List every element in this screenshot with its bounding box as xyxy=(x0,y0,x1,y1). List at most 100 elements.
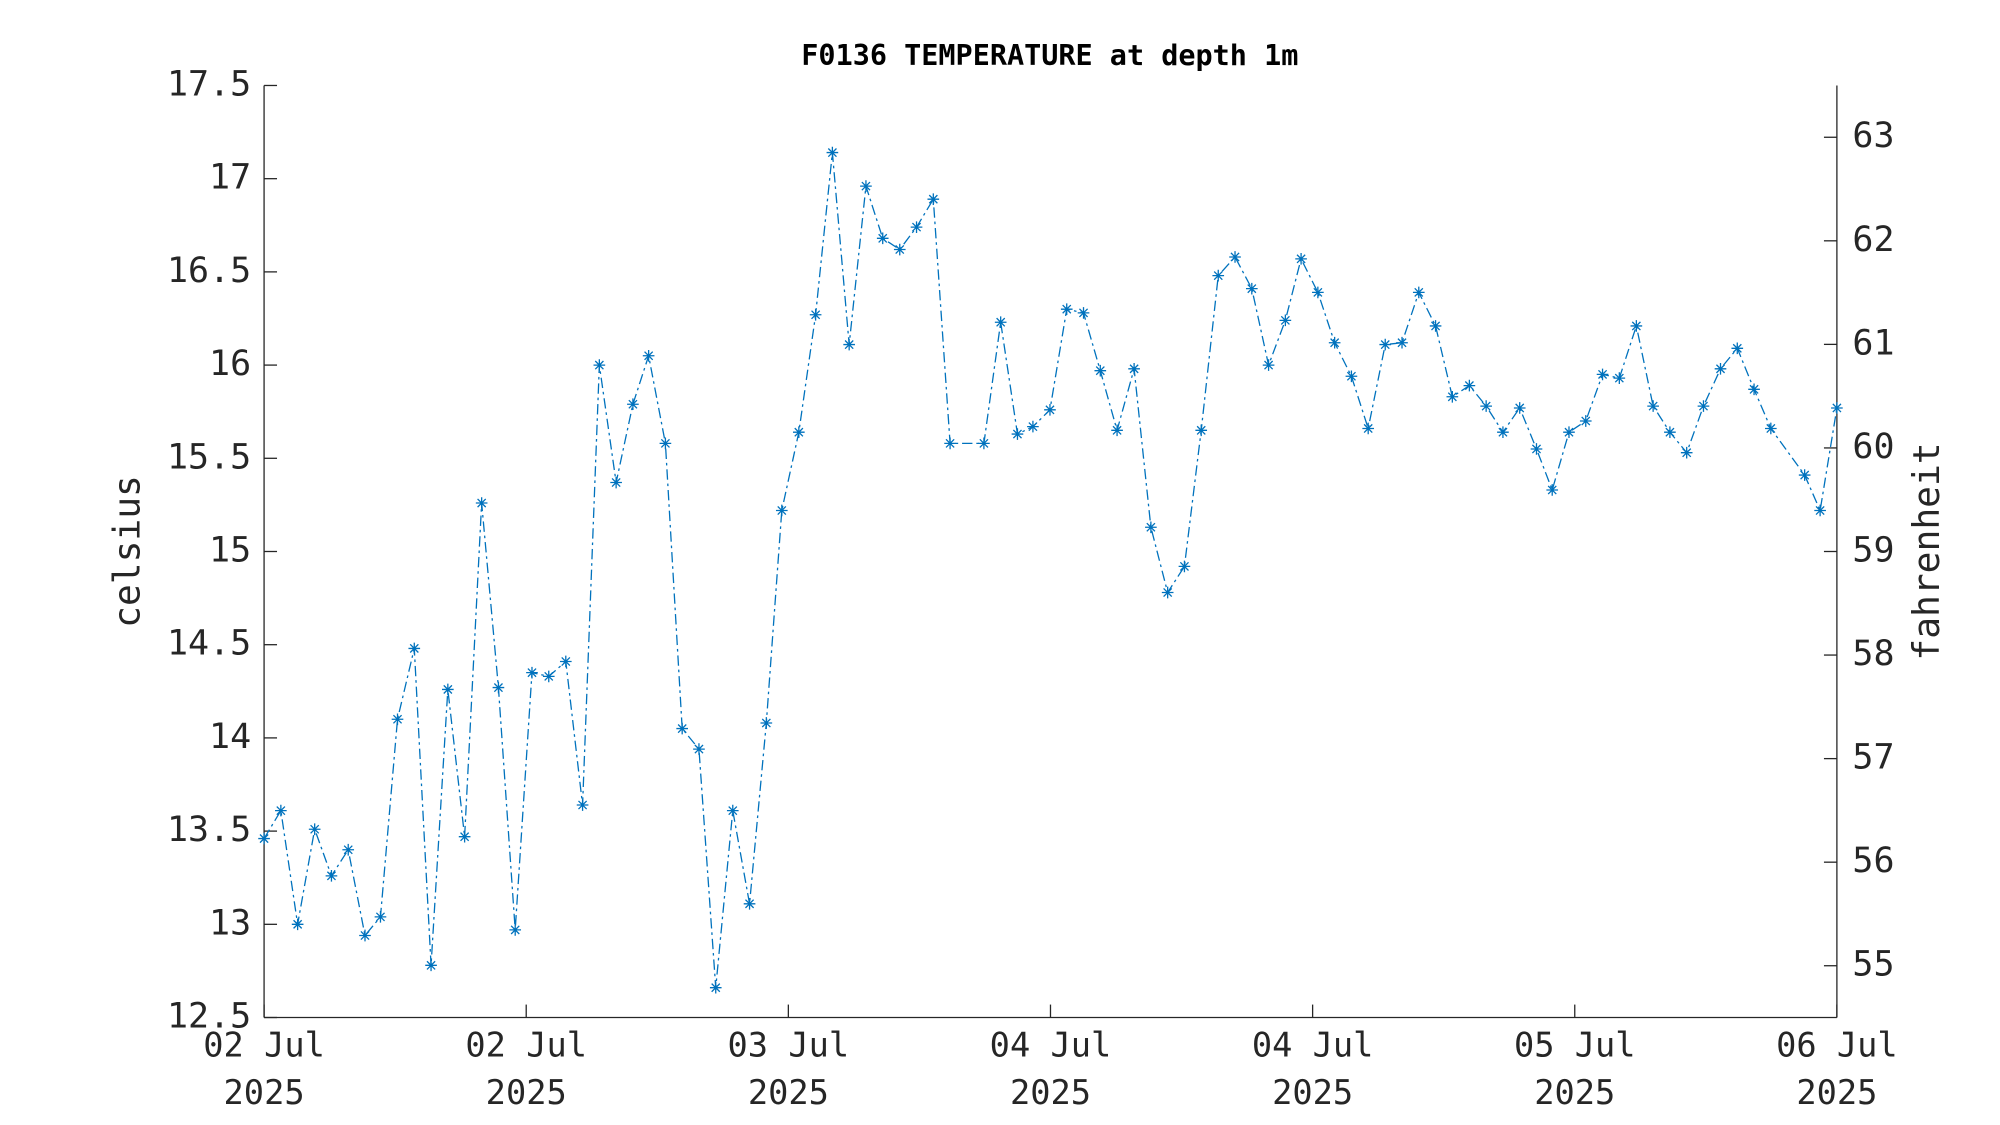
marker xyxy=(1161,586,1174,599)
marker xyxy=(1798,469,1811,481)
x-tick-label: 06 Jul 2025 xyxy=(1776,1026,1898,1114)
marker xyxy=(492,681,505,694)
marker xyxy=(425,959,437,972)
y-tick-label: 12.5 xyxy=(167,997,251,1037)
marker xyxy=(1412,286,1425,299)
marker xyxy=(559,655,572,668)
marker xyxy=(775,504,788,517)
y-tick-label: 13.5 xyxy=(167,810,251,850)
marker xyxy=(1328,336,1341,349)
y-tick-label: 13 xyxy=(209,903,251,943)
marker xyxy=(593,359,606,371)
marker xyxy=(1563,426,1575,439)
x-tick-label: 04 Jul 2025 xyxy=(1251,1026,1374,1114)
y2-tick-label: 55 xyxy=(1852,945,1894,985)
y2-tick-label: 57 xyxy=(1852,738,1894,778)
marker xyxy=(1613,372,1626,384)
marker xyxy=(1011,428,1024,440)
x-tick-label: 05 Jul 2025 xyxy=(1513,1026,1636,1114)
marker xyxy=(978,437,990,450)
marker xyxy=(442,683,454,696)
y2-tick-label: 61 xyxy=(1852,323,1894,363)
marker xyxy=(1664,426,1676,439)
marker xyxy=(1145,521,1157,534)
marker xyxy=(1546,484,1559,496)
y-tick-label: 14 xyxy=(209,717,251,757)
marker xyxy=(1094,364,1107,377)
y-tick-label: 16.5 xyxy=(167,251,251,291)
x-tick-label-box: 04 Jul 2025 xyxy=(989,1026,1112,1114)
marker xyxy=(893,243,906,256)
marker xyxy=(1596,368,1609,381)
marker xyxy=(1295,253,1307,265)
marker xyxy=(576,799,589,811)
x-tick-label-box: 04 Jul 2025 xyxy=(1251,1026,1374,1114)
y2-axis-label: fahrenheit xyxy=(1905,442,1948,660)
x-tick-label-box: 03 Jul 2025 xyxy=(727,1026,850,1114)
y-tick-label: 14.5 xyxy=(167,624,251,664)
marker xyxy=(258,832,270,845)
marker xyxy=(342,843,355,856)
marker xyxy=(743,897,756,910)
marker xyxy=(910,221,923,233)
marker xyxy=(1396,336,1408,349)
marker xyxy=(610,476,622,489)
y2-tick-label: 58 xyxy=(1852,634,1894,674)
marker xyxy=(1680,446,1693,459)
marker xyxy=(1748,383,1760,396)
marker xyxy=(1195,424,1208,437)
marker xyxy=(1429,320,1442,332)
marker xyxy=(1312,286,1324,299)
y2-tick-label: 60 xyxy=(1852,427,1894,467)
data-line xyxy=(263,152,1838,988)
marker xyxy=(1262,359,1275,371)
marker xyxy=(291,918,304,931)
marker xyxy=(359,929,371,942)
marker xyxy=(1463,379,1476,392)
marker xyxy=(726,804,739,817)
marker xyxy=(1027,420,1039,433)
marker xyxy=(693,743,705,755)
marker xyxy=(1060,303,1073,315)
x-tick-label-box: 06 Jul 2025 xyxy=(1776,1026,1898,1114)
marker xyxy=(542,670,555,683)
marker xyxy=(509,924,522,936)
marker xyxy=(642,349,655,362)
marker xyxy=(475,497,488,509)
x-tick-label-box: 05 Jul 2025 xyxy=(1513,1026,1636,1114)
y-tick-label: 15 xyxy=(209,530,251,570)
marker xyxy=(408,642,421,655)
marker xyxy=(325,870,338,882)
marker xyxy=(1579,415,1592,427)
marker xyxy=(1446,390,1459,403)
marker xyxy=(1714,362,1727,375)
marker xyxy=(843,338,855,351)
y2-tick-label: 56 xyxy=(1852,841,1894,881)
marker xyxy=(1831,402,1843,414)
marker xyxy=(1279,314,1292,327)
marker xyxy=(760,717,773,729)
marker xyxy=(1480,400,1492,412)
y2-tick-label: 63 xyxy=(1852,116,1894,156)
y-tick-label: 15.5 xyxy=(167,437,251,477)
x-tick-label: 03 Jul 2025 xyxy=(727,1026,850,1114)
marker xyxy=(826,146,839,159)
marker xyxy=(793,426,805,439)
x-tick-label: 04 Jul 2025 xyxy=(989,1026,1112,1114)
marker xyxy=(1497,426,1509,439)
marker xyxy=(1345,370,1358,383)
marker xyxy=(1077,307,1090,319)
marker xyxy=(391,713,404,726)
marker xyxy=(1044,404,1056,416)
marker xyxy=(709,981,722,994)
marker xyxy=(1128,362,1140,375)
marker xyxy=(1229,251,1241,263)
marker xyxy=(944,437,956,450)
marker xyxy=(1379,338,1392,351)
marker xyxy=(994,316,1007,329)
marker xyxy=(1111,424,1123,437)
marker xyxy=(458,830,471,843)
marker xyxy=(1530,443,1543,455)
y-tick-label: 17.5 xyxy=(167,64,251,104)
marker xyxy=(1765,422,1777,435)
